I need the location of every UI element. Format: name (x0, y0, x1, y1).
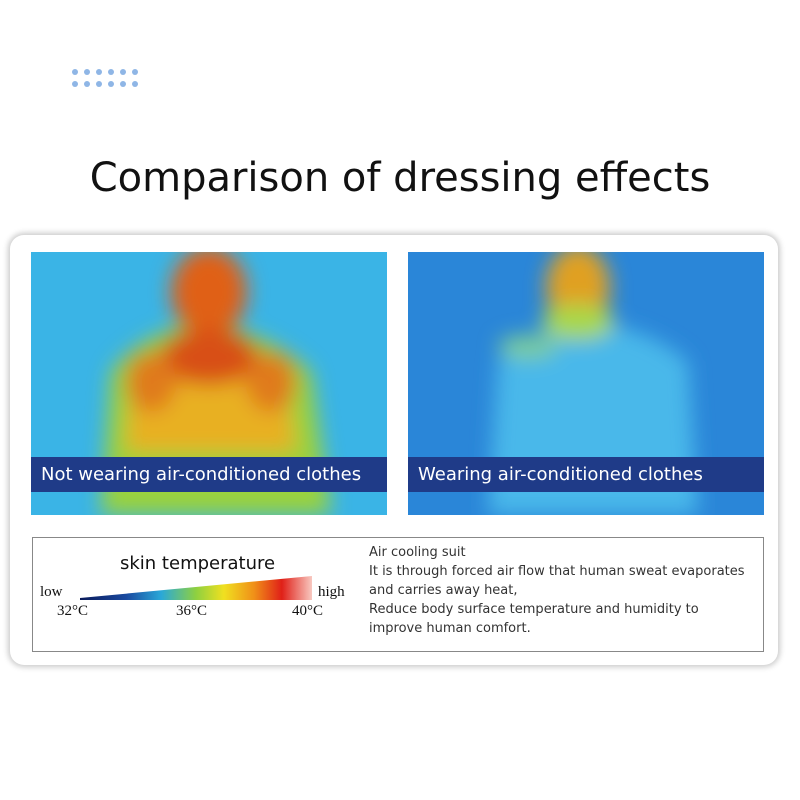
title: Comparison of dressing effects (89, 155, 711, 201)
caption: Not wearing air-conditioned clothes (31, 457, 387, 492)
scale-tick: 36°C (176, 603, 208, 619)
description-text: It is through forced air flow that human… (369, 564, 745, 598)
thermal-image: Wearing air-conditioned clothes (408, 245, 764, 515)
high-label: high (318, 584, 345, 600)
temperature-scale (80, 576, 312, 600)
low-label: low (40, 584, 63, 600)
scale-tick: 40°C (292, 603, 324, 619)
thermal-image: Not wearing air-conditioned clothes (31, 247, 387, 515)
legend-title: skin temperature (120, 553, 276, 574)
caption: Wearing air-conditioned clothes (408, 457, 764, 492)
legend-box (32, 537, 764, 652)
thermal-picture (31, 247, 387, 515)
description: Air cooling suit It is through forced ai… (369, 543, 754, 638)
description-heading: Air cooling suit (369, 545, 466, 560)
scale-tick: 32°C (57, 603, 89, 619)
dots-decoration (72, 69, 138, 87)
description-text: Reduce body surface temperature and humi… (369, 602, 699, 636)
